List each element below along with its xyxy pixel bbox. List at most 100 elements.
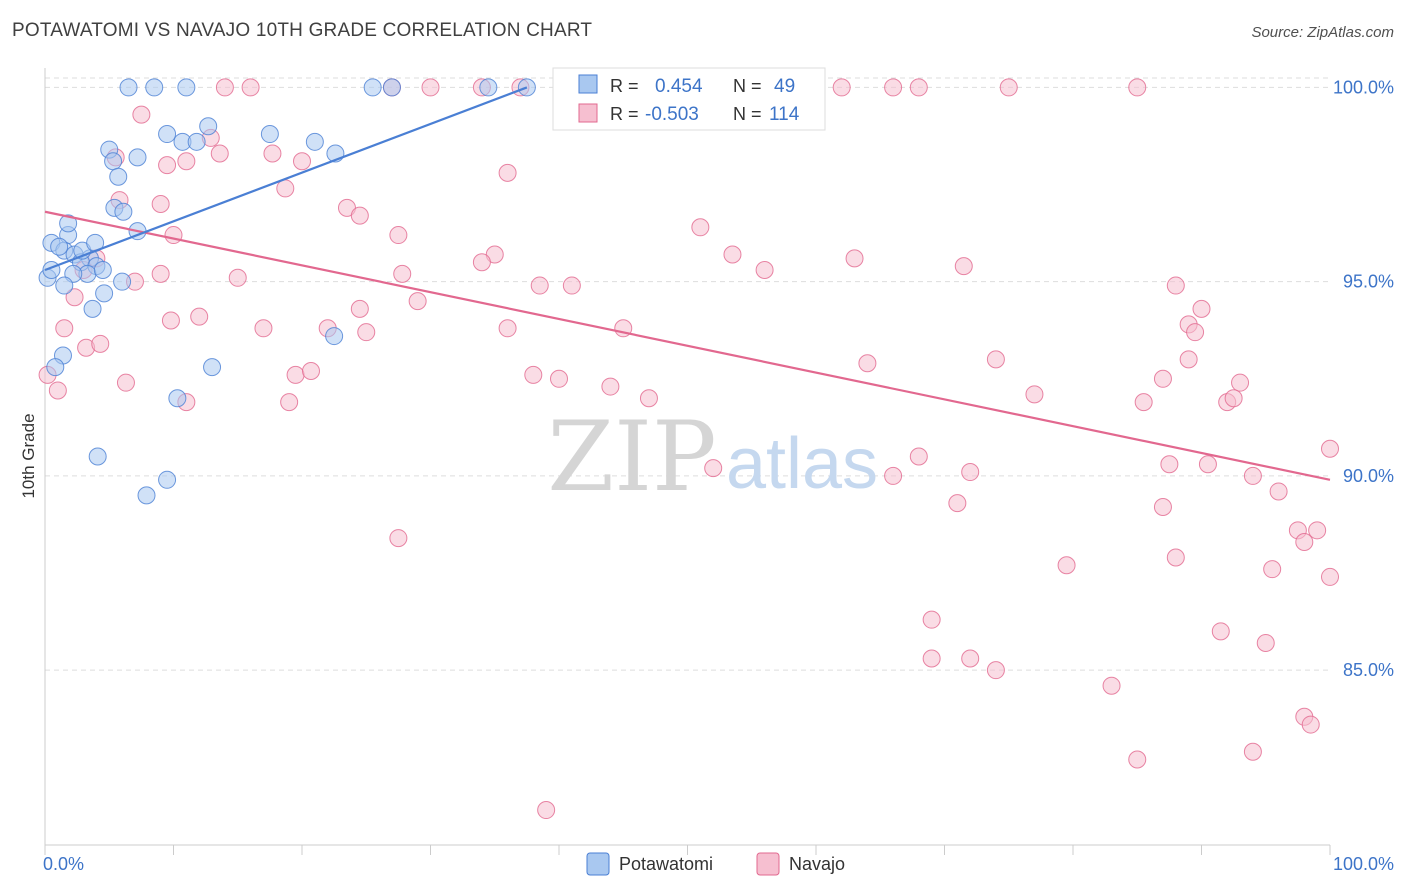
trend-lines [44, 86, 1331, 481]
potawatomi-point [363, 78, 382, 97]
potawatomi-point [203, 358, 222, 377]
potawatomi-legend-swatch [578, 74, 598, 94]
navajo-point [1166, 548, 1185, 567]
potawatomi-point [59, 214, 78, 233]
navajo-point [421, 78, 440, 97]
navajo-point [263, 144, 282, 163]
potawatomi-points [38, 78, 536, 505]
navajo-point [1153, 369, 1172, 388]
navajo-point [858, 354, 877, 373]
navajo-point [164, 226, 183, 245]
navajo-point [1153, 498, 1172, 517]
navajo-point [1243, 466, 1262, 485]
potawatomi-point [55, 276, 74, 295]
watermark: ZIP atlas [547, 401, 878, 513]
navajo-point [228, 268, 247, 287]
navajo-point [286, 365, 305, 384]
navajo-point [884, 466, 903, 485]
navajo-point [472, 253, 491, 272]
y-axis-label: 10th Grade [19, 413, 38, 498]
stats-legend-box [552, 67, 826, 131]
navajo-point [530, 276, 549, 295]
navajo-point [723, 245, 742, 264]
navajo-point [116, 373, 135, 392]
navajo-point [408, 292, 427, 311]
navajo-point [1301, 715, 1320, 734]
potawatomi-point [128, 148, 147, 167]
potawatomi-point [325, 327, 344, 346]
potawatomi-point [88, 447, 107, 466]
navajo-point [1186, 323, 1205, 342]
navajo-point [389, 226, 408, 245]
navajo-point [550, 369, 568, 388]
navajo-point [498, 319, 517, 338]
potawatomi-point [113, 272, 132, 291]
y-tick-label: 100.0% [1333, 77, 1394, 97]
navajo-point [954, 257, 973, 276]
potawatomi-r-value: 0.454 [655, 76, 703, 97]
navajo-point [1134, 393, 1153, 412]
navajo-point [1224, 389, 1243, 408]
chart-title: POTAWATOMI VS NAVAJO 10TH GRADE CORRELAT… [12, 20, 593, 41]
navajo-point [215, 78, 234, 97]
navajo-point [1179, 350, 1198, 369]
potawatomi-point [104, 152, 123, 171]
potawatomi-point [114, 202, 133, 221]
x-tick-label-max: 100.0% [1333, 854, 1394, 874]
navajo-point [48, 381, 67, 400]
y-tick-label: 95.0% [1343, 272, 1394, 292]
navajo-point [161, 311, 180, 330]
navajo-point [1269, 482, 1288, 501]
navajo-point [301, 362, 320, 381]
potawatomi-point [83, 299, 102, 318]
navajo-point [909, 447, 928, 466]
series-legend: Potawatomi Navajo [586, 852, 845, 876]
navajo-legend-swatch [578, 103, 598, 123]
navajo-point [350, 206, 369, 225]
potawatomi-point [168, 389, 187, 408]
potawatomi-point [109, 167, 128, 186]
navajo-point [922, 610, 941, 629]
navajo-point [537, 801, 556, 820]
navajo-point [704, 459, 723, 478]
potawatomi-n-label: N = [733, 76, 762, 96]
navajo-point [524, 365, 543, 384]
navajo-point [1102, 676, 1121, 695]
potawatomi-point [50, 237, 69, 256]
navajo-point [1308, 521, 1327, 540]
navajo-point [755, 261, 774, 280]
gridlines [45, 77, 1330, 671]
navajo-point [832, 78, 851, 97]
navajo-point [132, 105, 151, 124]
watermark-atlas: atlas [726, 424, 878, 504]
navajo-n-label: N = [733, 104, 762, 124]
watermark-zip: ZIP [547, 401, 716, 513]
legend-label-potawatomi: Potawatomi [619, 854, 713, 874]
x-ticks [44, 845, 1331, 855]
navajo-point [190, 307, 209, 326]
navajo-point [1231, 373, 1250, 392]
y-tick-labels: 85.0% 90.0% 95.0% 100.0% [1333, 77, 1394, 680]
potawatomi-point [177, 78, 196, 97]
potawatomi-point [95, 284, 114, 303]
legend-swatch-potawatomi [586, 852, 610, 876]
potawatomi-n-value: 49 [774, 76, 795, 97]
navajo-point [393, 264, 412, 283]
navajo-point [210, 144, 229, 163]
navajo-point [357, 323, 376, 342]
navajo-point [961, 649, 980, 668]
potawatomi-point [137, 486, 156, 505]
legend-swatch-navajo [756, 852, 780, 876]
navajo-point [1166, 276, 1185, 295]
navajo-r-value: -0.503 [645, 104, 699, 125]
navajo-point [498, 163, 517, 182]
navajo-point [845, 249, 864, 268]
potawatomi-point [479, 78, 498, 97]
y-tick-label: 90.0% [1343, 466, 1394, 486]
potawatomi-trend-line [44, 86, 528, 272]
navajo-point [177, 152, 196, 171]
navajo-point [922, 649, 941, 668]
potawatomi-point [305, 132, 324, 151]
navajo-n-value: 114 [769, 104, 800, 125]
